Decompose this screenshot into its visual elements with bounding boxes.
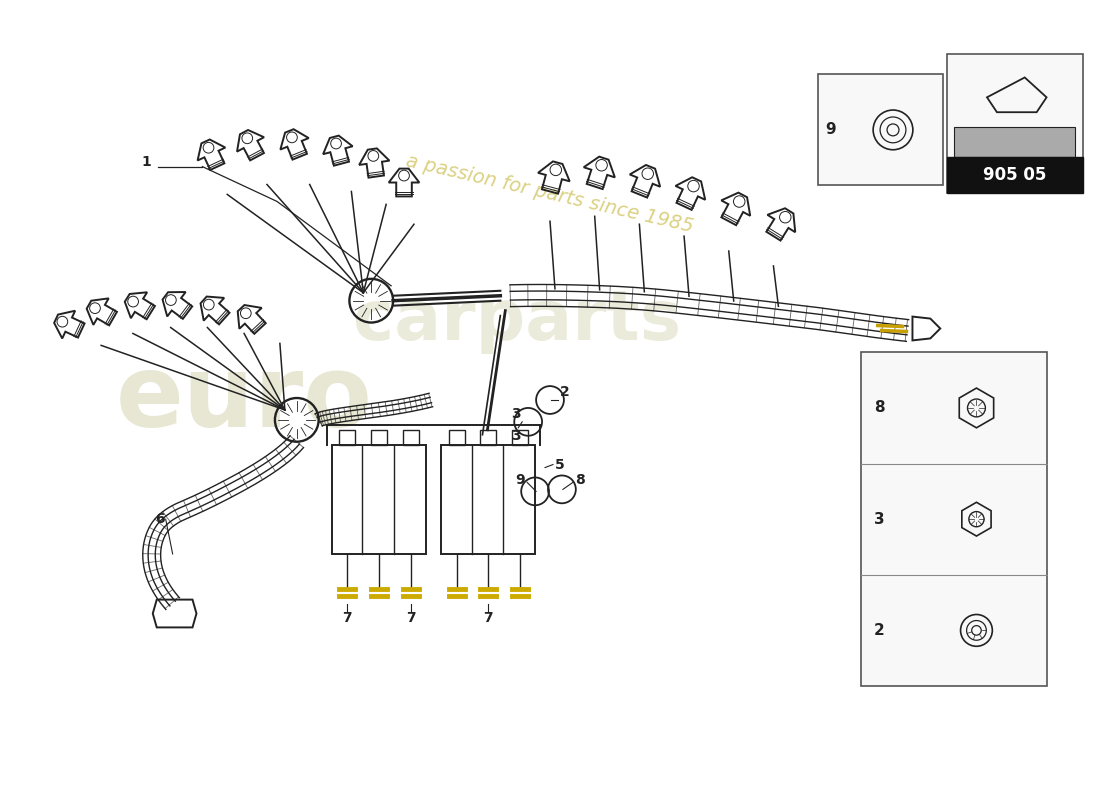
Text: 5: 5 [556,458,564,471]
Text: 8: 8 [873,401,884,415]
Text: 905 05: 905 05 [983,166,1046,184]
Text: 8: 8 [575,474,585,487]
Text: 3: 3 [512,429,521,442]
FancyBboxPatch shape [946,158,1084,194]
Text: euro: euro [116,351,373,449]
Text: 3: 3 [873,512,884,526]
FancyBboxPatch shape [946,54,1084,194]
Text: 7: 7 [484,611,493,626]
FancyBboxPatch shape [817,74,943,186]
Text: carparts: carparts [353,287,681,354]
Text: 2: 2 [560,385,570,399]
Text: 7: 7 [406,611,416,626]
Text: 9: 9 [516,474,525,487]
Text: 1: 1 [141,154,151,169]
FancyBboxPatch shape [955,126,1075,158]
Text: 2: 2 [873,623,884,638]
Text: 7: 7 [342,611,352,626]
Text: 6: 6 [155,512,165,526]
Text: 3: 3 [512,407,521,421]
Text: 9: 9 [825,122,836,138]
Text: a passion for parts since 1985: a passion for parts since 1985 [405,151,695,236]
FancyBboxPatch shape [861,352,1047,686]
